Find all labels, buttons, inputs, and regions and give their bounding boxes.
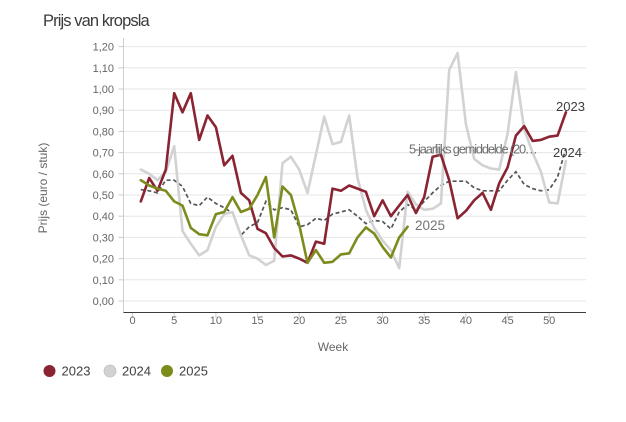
svg-text:2025: 2025 [415, 218, 445, 233]
svg-text:25: 25 [335, 315, 347, 327]
svg-text:0,30: 0,30 [93, 232, 114, 244]
svg-text:0,10: 0,10 [93, 275, 114, 287]
svg-text:2023: 2023 [556, 99, 585, 114]
svg-text:45: 45 [501, 315, 513, 327]
svg-text:40: 40 [460, 315, 472, 327]
svg-text:0,80: 0,80 [93, 126, 114, 138]
svg-text:1,20: 1,20 [93, 42, 114, 54]
svg-text:1,00: 1,00 [93, 84, 114, 96]
svg-text:0,40: 0,40 [93, 211, 114, 223]
svg-text:15: 15 [251, 315, 263, 327]
svg-text:1,10: 1,10 [93, 63, 114, 75]
svg-text:2023: 2023 [62, 364, 91, 379]
svg-text:0,70: 0,70 [93, 148, 114, 160]
svg-text:0,90: 0,90 [93, 105, 114, 117]
svg-text:2024: 2024 [122, 364, 151, 379]
svg-text:Prijs (euro / stuk): Prijs (euro / stuk) [36, 143, 50, 234]
svg-text:0,20: 0,20 [93, 254, 114, 266]
svg-text:0,60: 0,60 [93, 169, 114, 181]
svg-text:5-jaarlijks gemiddelde (20…: 5-jaarlijks gemiddelde (20… [409, 142, 537, 157]
svg-text:50: 50 [543, 315, 555, 327]
svg-text:Week: Week [318, 340, 349, 354]
svg-text:2025: 2025 [179, 364, 208, 379]
svg-text:0,50: 0,50 [93, 190, 114, 202]
svg-text:10: 10 [210, 315, 222, 327]
svg-text:0: 0 [129, 315, 135, 327]
svg-text:Prijs van kropsla: Prijs van kropsla [43, 12, 150, 30]
svg-text:5: 5 [171, 315, 177, 327]
svg-text:2024: 2024 [553, 145, 582, 160]
svg-text:30: 30 [376, 315, 388, 327]
svg-text:0,00: 0,00 [93, 296, 114, 308]
svg-text:20: 20 [293, 315, 305, 327]
svg-text:35: 35 [418, 315, 430, 327]
